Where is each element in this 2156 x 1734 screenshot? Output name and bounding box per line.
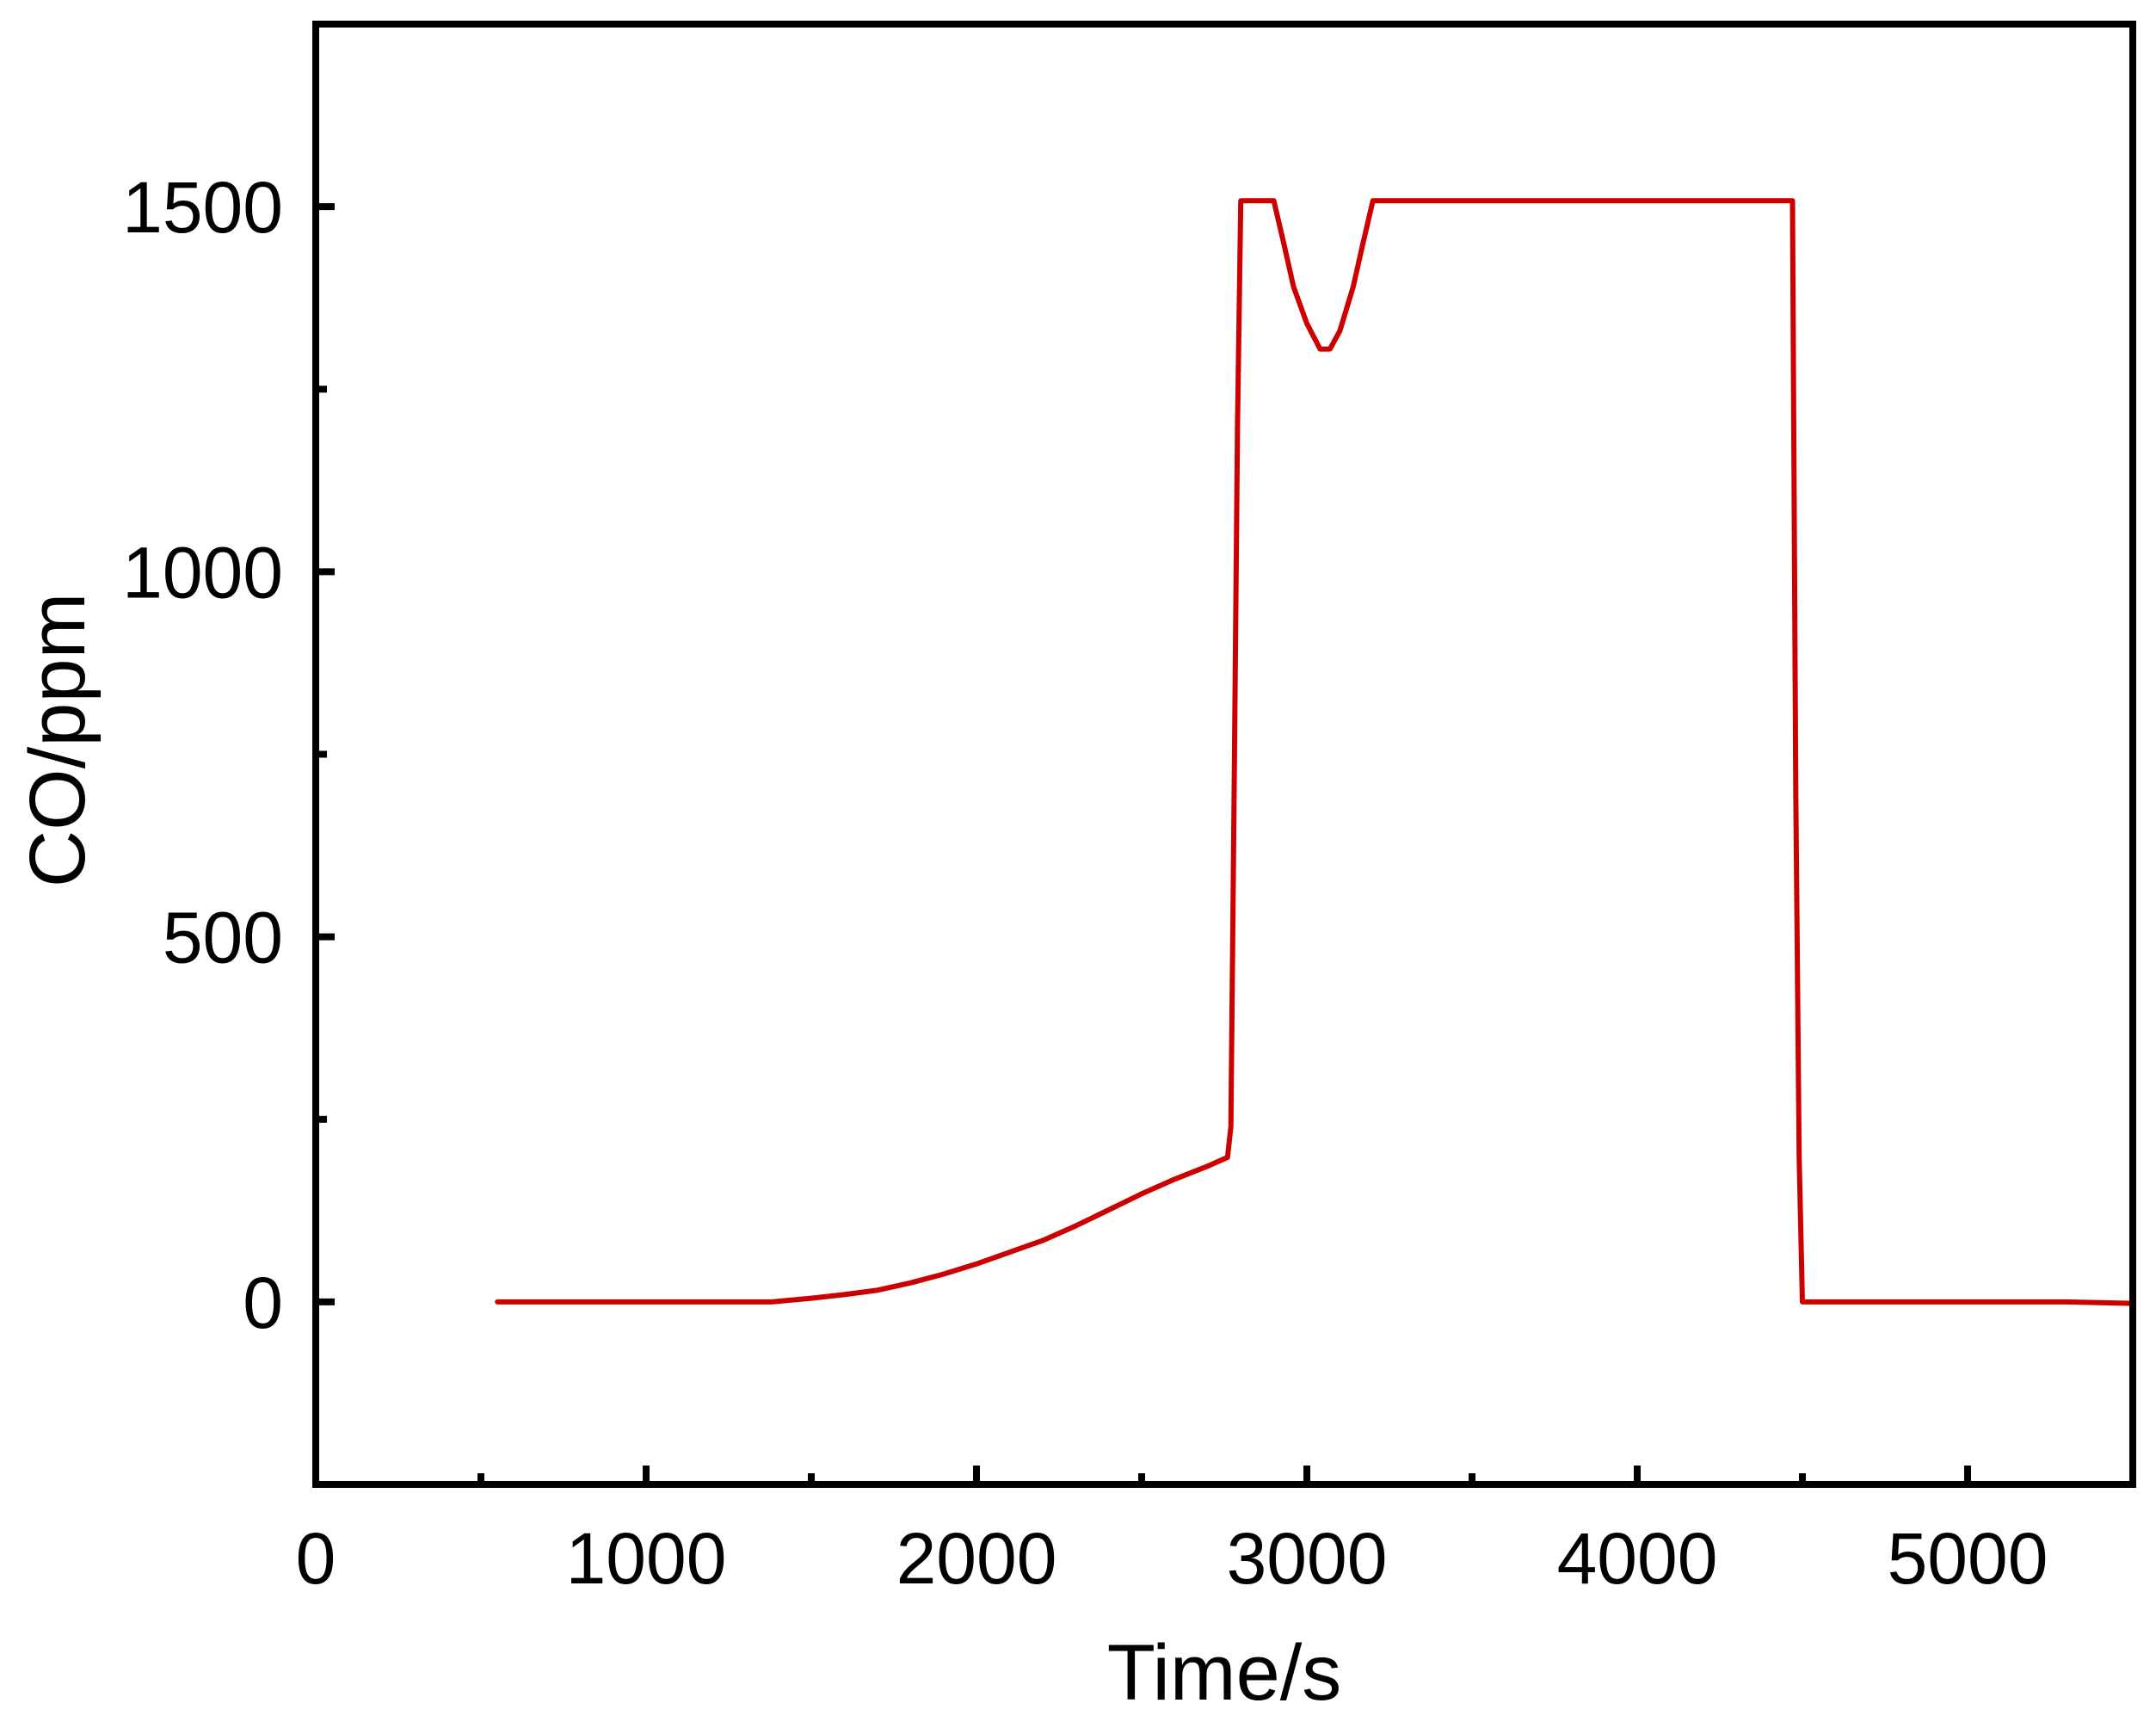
y-tick-label: 500 <box>163 898 283 978</box>
y-tick-label: 0 <box>243 1262 283 1343</box>
y-tick-label: 1000 <box>122 532 283 613</box>
plot-layer <box>495 198 2135 1306</box>
ticks-layer <box>312 203 1971 1484</box>
series-line-0 <box>495 198 2135 1306</box>
x-tick-label: 3000 <box>1227 1518 1388 1599</box>
labels-layer: 0 1000 2000 3000 4000 5000 0 500 1000 1500 <box>122 167 2048 1599</box>
x-axis-title: Time/s <box>1107 1629 1342 1717</box>
x-tick-label: 1000 <box>566 1518 727 1599</box>
x-tick-label: 0 <box>296 1518 336 1599</box>
x-tick-label: 5000 <box>1888 1518 2048 1599</box>
plot-frame <box>312 21 2136 1488</box>
x-tick-label: 2000 <box>896 1518 1057 1599</box>
y-axis-title: CO/ppm <box>14 593 102 888</box>
x-tick-label: 4000 <box>1557 1518 1718 1599</box>
y-tick-label: 1500 <box>122 167 283 248</box>
